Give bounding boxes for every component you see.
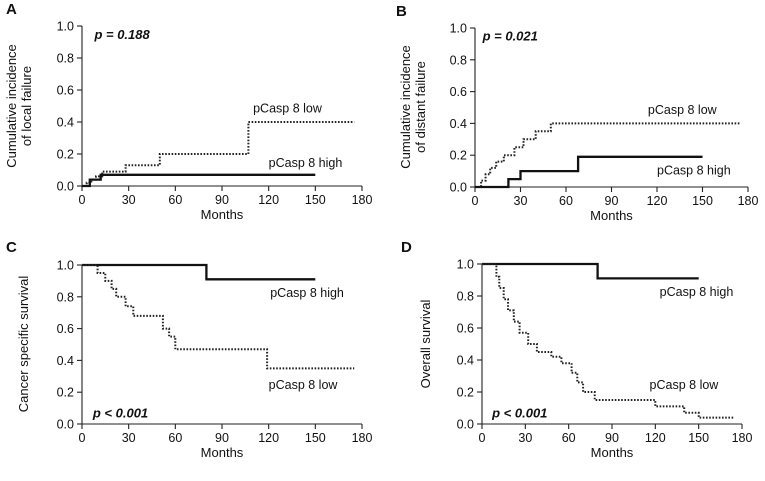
panel-c-label-pcasp-8-low: pCasp 8 low	[269, 378, 339, 392]
panel-b-x-tick-label: 90	[605, 194, 619, 208]
panel-d-p-value: p < 0.001	[491, 406, 547, 421]
panel-c-p-value: p < 0.001	[92, 406, 148, 421]
panel-a-x-tick-label: 120	[258, 193, 279, 207]
panel-d-y-tick-label: 0.4	[457, 354, 474, 368]
panel-d-label-pcasp-8-low: pCasp 8 low	[650, 378, 720, 392]
panel-b-curve-pcasp-8-high	[475, 155, 703, 189]
panel-a-curve-pcasp-8-low	[82, 121, 355, 187]
panel-a-x-tick-label: 30	[122, 193, 136, 207]
panel-a-x-axis-title: Months	[201, 207, 244, 222]
panel-a-y-tick-label: 0.2	[57, 148, 74, 162]
panel-b-x-tick-label: 30	[514, 194, 528, 208]
panel-a-label-pcasp-8-high: pCasp 8 high	[269, 156, 343, 170]
panel-d-y-axis-title: Overall survival	[418, 299, 433, 388]
panel-b-x-axis-title: Months	[590, 208, 633, 223]
panel-d-x-tick-label: 90	[605, 431, 619, 445]
panel-b-y-tick-label: 0.8	[450, 53, 467, 67]
panel-a-p-value: p = 0.188	[93, 27, 150, 42]
panel-b-y-tick-label: 0.0	[450, 181, 467, 195]
panel-b-y-tick-label: 0.4	[450, 117, 467, 131]
panel-d-y-tick-label: 0.8	[457, 290, 474, 304]
panel-a-x-tick-label: 90	[215, 193, 229, 207]
panel-b-x-tick-label: 180	[738, 194, 759, 208]
panel-d-x-tick-label: 60	[562, 431, 576, 445]
panel-c-x-tick-label: 60	[168, 431, 182, 445]
panel-b-x-tick-label: 60	[559, 194, 573, 208]
panel-d-x-tick-label: 0	[479, 431, 486, 445]
panel-b-p-value: p = 0.021	[482, 29, 538, 44]
panel-c-x-tick-label: 120	[258, 431, 279, 445]
panel-b-y-tick-label: 1.0	[450, 22, 467, 36]
panel-d-y-tick-label: 0.6	[457, 322, 474, 336]
panel-c-letter: C	[6, 239, 17, 256]
panel-d-y-tick-label: 0.0	[457, 418, 474, 432]
panel-b-y-tick-label: 0.6	[450, 85, 467, 99]
panel-d-x-tick-label: 30	[518, 431, 532, 445]
panel-d-x-tick-label: 150	[688, 431, 709, 445]
panel-c-x-tick-label: 0	[79, 431, 86, 445]
panel-a-y-tick-label: 0.8	[57, 52, 74, 66]
panel-c-y-tick-label: 0.8	[57, 290, 74, 304]
panel-c-y-tick-label: 0.2	[57, 386, 74, 400]
panel-a-x-tick-label: 0	[79, 193, 86, 207]
panel-b-x-tick-label: 0	[472, 194, 479, 208]
panel-b-label-pcasp-8-low: pCasp 8 low	[648, 103, 718, 117]
panel-c-y-tick-label: 0.4	[57, 354, 74, 368]
panel-d-y-tick-label: 1.0	[457, 258, 474, 272]
panel-b-y-axis-title: Cumulative incidenceof distant failure	[398, 45, 428, 169]
panel-a-x-tick-label: 180	[352, 193, 373, 207]
panel-c-y-axis-title: Cancer specific survival	[16, 276, 31, 413]
panel-c-curve-pcasp-8-high	[82, 263, 316, 281]
panel-c-x-tick-label: 90	[215, 431, 229, 445]
panel-d-letter: D	[401, 239, 412, 256]
panel-a-y-tick-label: 1.0	[57, 20, 74, 34]
panel-a-y-axis-title: Cumulative incidenceof local failure	[4, 44, 34, 168]
panel-d-x-axis-title: Months	[591, 445, 634, 460]
panel-d-x-tick-label: 120	[645, 431, 666, 445]
panel-b-letter: B	[396, 3, 407, 20]
panel-d-curve-pcasp-8-high	[482, 262, 699, 280]
panel-c-x-tick-label: 150	[305, 431, 326, 445]
panel-d-curve-pcasp-8-low	[482, 263, 735, 419]
panel-c-label-pcasp-8-high: pCasp 8 high	[270, 286, 344, 300]
panel-a-y-tick-label: 0.0	[57, 180, 74, 194]
panel-a-curve-pcasp-8-high	[82, 173, 316, 188]
panel-a-y-tick-label: 0.6	[57, 84, 74, 98]
panel-c-y-tick-label: 0.6	[57, 322, 74, 336]
panel-d-y-tick-label: 0.2	[457, 386, 474, 400]
panel-a-x-tick-label: 60	[168, 193, 182, 207]
panel-d-x-tick-label: 180	[732, 431, 753, 445]
panel-a-label-pcasp-8-low: pCasp 8 low	[253, 101, 323, 115]
panel-c-curve-pcasp-8-low	[82, 264, 355, 370]
panel-c-x-tick-label: 180	[352, 431, 373, 445]
panel-d-label-pcasp-8-high: pCasp 8 high	[660, 285, 734, 299]
panel-b-label-pcasp-8-high: pCasp 8 high	[657, 163, 731, 177]
panel-a-x-tick-label: 150	[305, 193, 326, 207]
panel-b-y-tick-label: 0.2	[450, 149, 467, 163]
panel-b-x-tick-label: 120	[647, 194, 668, 208]
panel-c-x-axis-title: Months	[201, 445, 244, 460]
panel-c-x-tick-label: 30	[122, 431, 136, 445]
panel-c-y-tick-label: 1.0	[57, 259, 74, 273]
panel-c-y-tick-label: 0.0	[57, 418, 74, 432]
panel-a-letter: A	[6, 1, 17, 18]
panel-b-x-tick-label: 150	[692, 194, 713, 208]
panel-b-curve-pcasp-8-low	[475, 122, 741, 188]
panel-a-y-tick-label: 0.4	[57, 116, 74, 130]
